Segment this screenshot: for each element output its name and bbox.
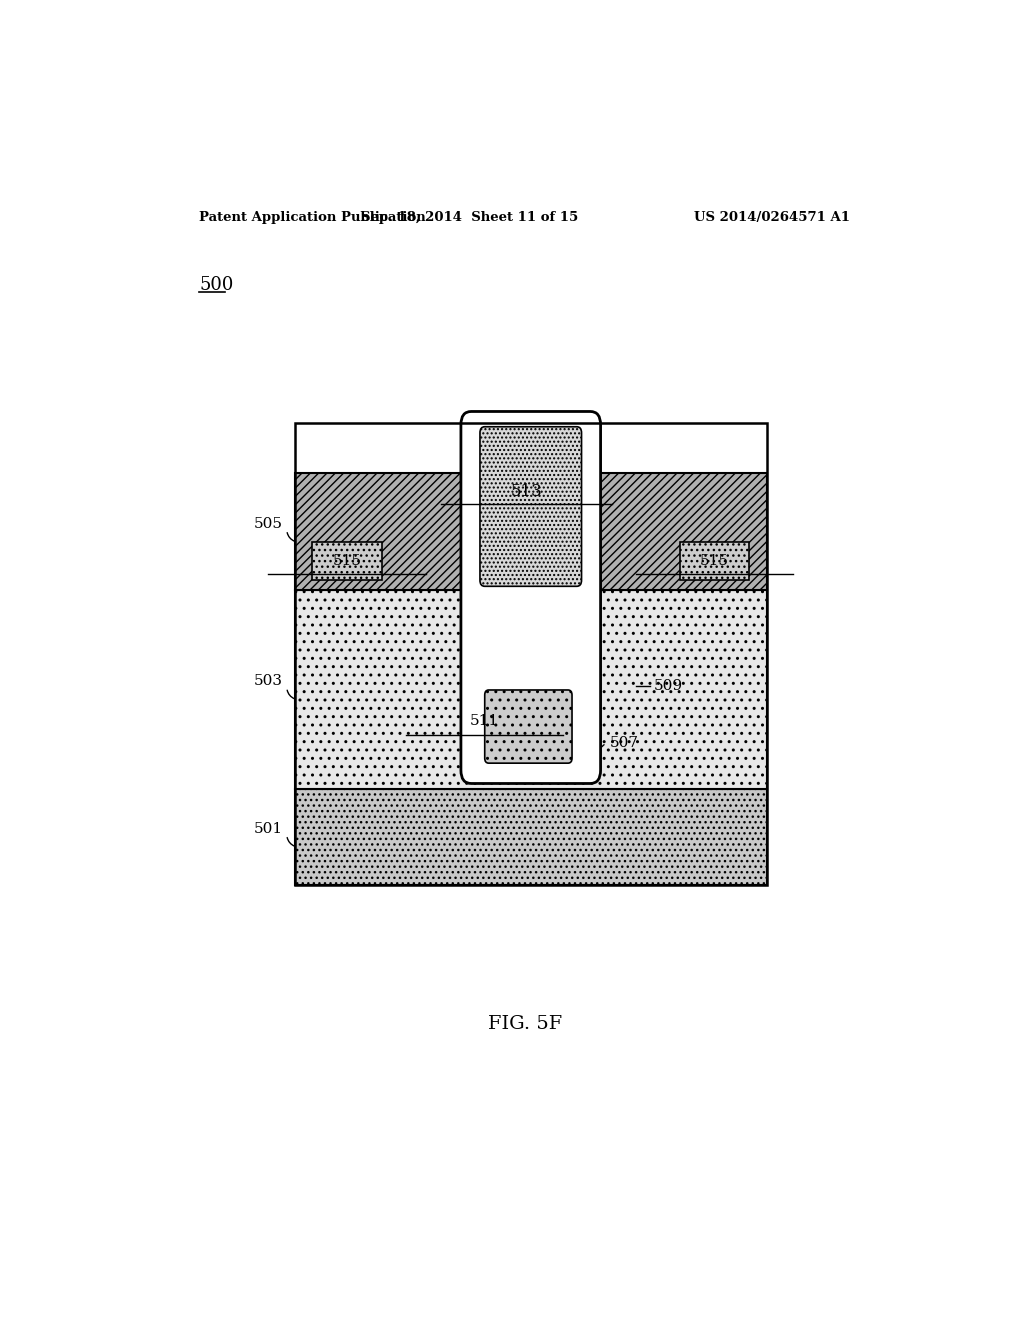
Bar xyxy=(295,590,767,788)
Text: 515: 515 xyxy=(700,554,729,568)
Text: 507: 507 xyxy=(610,735,639,750)
Text: 501: 501 xyxy=(254,822,283,836)
Text: 503: 503 xyxy=(254,675,283,688)
FancyBboxPatch shape xyxy=(480,426,582,586)
Bar xyxy=(295,474,767,590)
Text: 505: 505 xyxy=(254,517,283,531)
Text: 509: 509 xyxy=(653,678,683,693)
Bar xyxy=(295,788,767,886)
Bar xyxy=(680,541,750,581)
Text: Patent Application Publication: Patent Application Publication xyxy=(200,211,426,224)
Bar xyxy=(295,422,767,886)
Text: 513: 513 xyxy=(511,483,543,500)
FancyBboxPatch shape xyxy=(484,690,572,763)
Bar xyxy=(312,541,382,581)
Text: FIG. 5F: FIG. 5F xyxy=(487,1015,562,1034)
Text: 515: 515 xyxy=(333,554,361,568)
Text: 511: 511 xyxy=(470,714,500,729)
Text: 500: 500 xyxy=(200,276,233,294)
Text: US 2014/0264571 A1: US 2014/0264571 A1 xyxy=(694,211,850,224)
Text: Sep. 18, 2014  Sheet 11 of 15: Sep. 18, 2014 Sheet 11 of 15 xyxy=(360,211,578,224)
FancyBboxPatch shape xyxy=(461,412,601,784)
